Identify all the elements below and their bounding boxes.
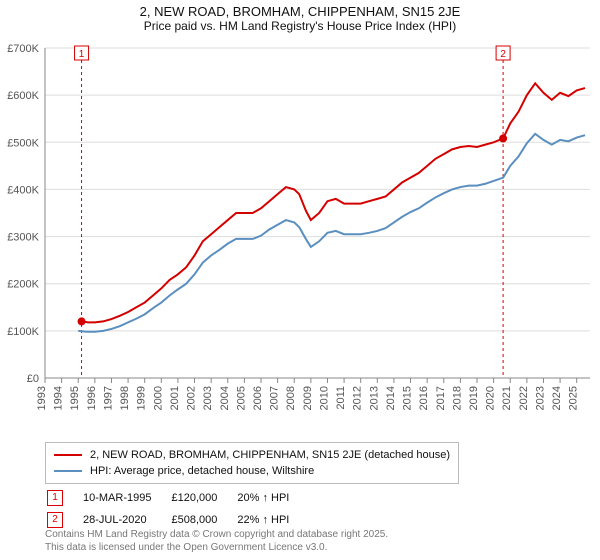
sales-table: 1 10-MAR-1995£120,00020% ↑ HPI 2 28-JUL-202… bbox=[45, 486, 309, 532]
svg-text:2018: 2018 bbox=[451, 386, 463, 410]
svg-text:1995: 1995 bbox=[69, 386, 81, 410]
svg-text:2005: 2005 bbox=[235, 386, 247, 410]
svg-text:2011: 2011 bbox=[335, 386, 347, 410]
sale-date: 28-JUL-2020 bbox=[83, 510, 169, 530]
svg-text:£200K: £200K bbox=[7, 279, 39, 291]
sale-marker: 1 bbox=[47, 490, 63, 506]
svg-text:£0: £0 bbox=[27, 373, 39, 385]
legend-label: HPI: Average price, detached house, Wilt… bbox=[90, 463, 314, 479]
footer-line-2: This data is licensed under the Open Gov… bbox=[45, 541, 388, 554]
svg-text:2012: 2012 bbox=[352, 386, 364, 410]
legend-item: HPI: Average price, detached house, Wilt… bbox=[54, 463, 450, 479]
svg-text:2014: 2014 bbox=[385, 386, 397, 410]
sale-marker: 2 bbox=[47, 512, 63, 528]
chart: £0 £100K £200K £300K £400K £500K £600K £700K 199… bbox=[0, 38, 600, 438]
svg-text:£400K: £400K bbox=[7, 184, 39, 196]
svg-text:2024: 2024 bbox=[551, 386, 563, 410]
sale-delta: 22% ↑ HPI bbox=[237, 510, 307, 530]
svg-text:2013: 2013 bbox=[368, 386, 380, 410]
svg-text:£500K: £500K bbox=[7, 137, 39, 149]
svg-text:£600K: £600K bbox=[7, 90, 39, 102]
table-row: 2 28-JUL-2020£508,00022% ↑ HPI bbox=[47, 510, 307, 530]
svg-text:2016: 2016 bbox=[418, 386, 430, 410]
svg-text:2009: 2009 bbox=[302, 386, 314, 410]
legend-item: 2, NEW ROAD, BROMHAM, CHIPPENHAM, SN15 2… bbox=[54, 447, 450, 463]
svg-text:2: 2 bbox=[500, 49, 506, 60]
svg-text:2007: 2007 bbox=[269, 386, 281, 410]
footer: Contains HM Land Registry data © Crown c… bbox=[45, 528, 388, 554]
svg-text:2008: 2008 bbox=[285, 386, 297, 410]
svg-text:1996: 1996 bbox=[86, 386, 98, 410]
sale-date: 10-MAR-1995 bbox=[83, 488, 169, 508]
svg-text:2000: 2000 bbox=[152, 386, 164, 410]
sale-price: £508,000 bbox=[171, 510, 235, 530]
svg-text:2006: 2006 bbox=[252, 386, 264, 410]
svg-text:£100K: £100K bbox=[7, 326, 39, 338]
svg-text:2003: 2003 bbox=[202, 386, 214, 410]
svg-text:2017: 2017 bbox=[435, 386, 447, 410]
svg-text:2023: 2023 bbox=[534, 386, 546, 410]
svg-text:2010: 2010 bbox=[318, 386, 330, 410]
svg-text:2022: 2022 bbox=[518, 386, 530, 410]
svg-text:2021: 2021 bbox=[501, 386, 513, 410]
svg-text:2019: 2019 bbox=[468, 386, 480, 410]
svg-text:1993: 1993 bbox=[36, 386, 48, 410]
sale-delta: 20% ↑ HPI bbox=[237, 488, 307, 508]
legend-swatch bbox=[54, 470, 82, 472]
svg-text:£700K: £700K bbox=[7, 43, 39, 55]
sale-price: £120,000 bbox=[171, 488, 235, 508]
svg-text:£300K: £300K bbox=[7, 232, 39, 244]
svg-text:1998: 1998 bbox=[119, 386, 131, 410]
svg-text:2025: 2025 bbox=[568, 386, 580, 410]
legend-label: 2, NEW ROAD, BROMHAM, CHIPPENHAM, SN15 2… bbox=[90, 447, 450, 463]
table-row: 1 10-MAR-1995£120,00020% ↑ HPI bbox=[47, 488, 307, 508]
chart-title: 2, NEW ROAD, BROMHAM, CHIPPENHAM, SN15 2… bbox=[0, 0, 600, 19]
svg-text:1994: 1994 bbox=[53, 386, 65, 410]
svg-text:2001: 2001 bbox=[169, 386, 181, 410]
legend-swatch bbox=[54, 454, 82, 456]
chart-subtitle: Price paid vs. HM Land Registry's House … bbox=[0, 19, 600, 35]
svg-text:2004: 2004 bbox=[219, 386, 231, 410]
svg-text:1: 1 bbox=[79, 49, 85, 60]
svg-text:1999: 1999 bbox=[136, 386, 148, 410]
legend: 2, NEW ROAD, BROMHAM, CHIPPENHAM, SN15 2… bbox=[45, 442, 459, 484]
footer-line-1: Contains HM Land Registry data © Crown c… bbox=[45, 528, 388, 541]
svg-text:2020: 2020 bbox=[485, 386, 497, 410]
svg-text:2015: 2015 bbox=[402, 386, 414, 410]
svg-text:2002: 2002 bbox=[186, 386, 198, 410]
svg-text:1997: 1997 bbox=[102, 386, 114, 410]
